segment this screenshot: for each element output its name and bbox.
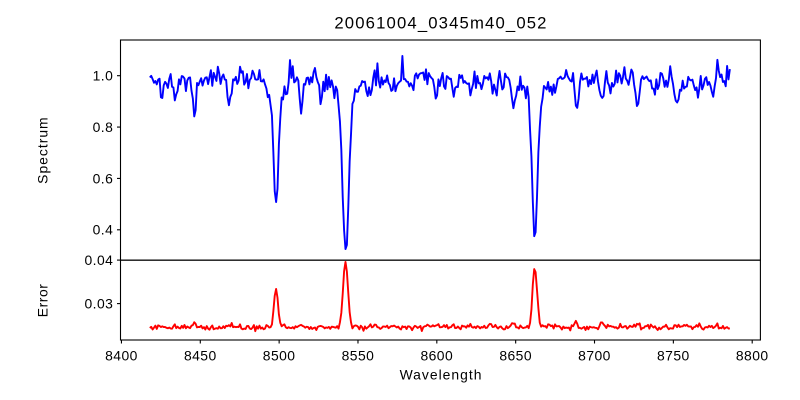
svg-text:Error: Error [35, 284, 51, 318]
svg-text:0.04: 0.04 [84, 252, 113, 268]
svg-text:0.6: 0.6 [93, 170, 114, 186]
svg-text:20061004_0345m40_052: 20061004_0345m40_052 [334, 14, 547, 33]
svg-text:Wavelength: Wavelength [400, 366, 483, 382]
svg-text:0.8: 0.8 [93, 119, 114, 135]
svg-text:0.03: 0.03 [84, 296, 113, 312]
svg-text:8800: 8800 [736, 348, 769, 364]
svg-text:8700: 8700 [578, 348, 611, 364]
svg-text:0.4: 0.4 [93, 222, 114, 238]
svg-text:8500: 8500 [263, 348, 296, 364]
svg-text:8550: 8550 [342, 348, 375, 364]
svg-text:8750: 8750 [657, 348, 690, 364]
svg-text:8600: 8600 [420, 348, 453, 364]
svg-text:8450: 8450 [184, 348, 217, 364]
svg-text:8400: 8400 [105, 348, 138, 364]
svg-text:8650: 8650 [499, 348, 532, 364]
svg-text:1.0: 1.0 [93, 68, 114, 84]
svg-text:Spectrum: Spectrum [35, 116, 51, 183]
